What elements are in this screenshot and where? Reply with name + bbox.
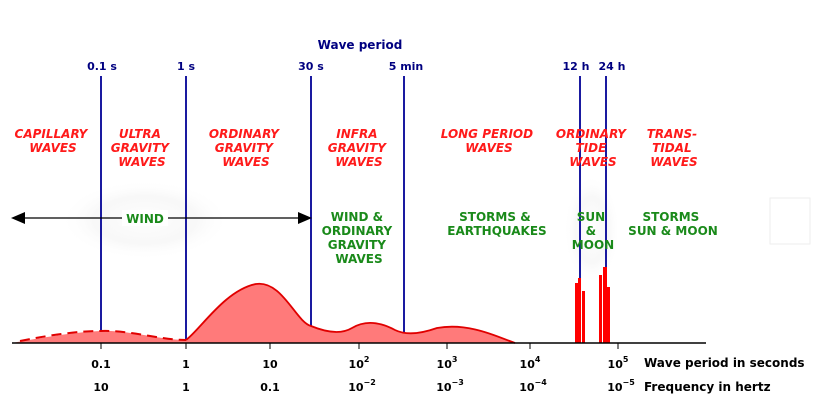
wind-label-background [122,210,168,226]
frequency-tick-4: 10−3 [436,378,464,394]
right-edge-box [769,197,811,245]
band-capillary: CAPILLARY WAVES [15,127,92,155]
cause-storms-earthquakes: STORMS & EARTHQUAKES [447,210,546,238]
period-label-12h: 12 h [563,60,590,73]
generating-force-labels: WIND WIND & ORDINARY GRAVITY WAVES STORM… [126,210,718,266]
diagram-title: Wave period [318,38,403,52]
period-marker-labels: 0.1 s 1 s 30 s 5 min 12 h 24 h [87,60,625,73]
frequency-tick-1: 1 [182,381,190,394]
frequency-axis-label: Frequency in hertz [644,380,771,394]
tide-peak-bar [607,287,610,343]
band-ordinary-gravity: ORDINARY GRAVITY WAVES [209,127,283,169]
frequency-tick-5: 10−4 [519,378,547,394]
tide-peak-bar [599,275,602,343]
cause-storms-sun-moon: STORMS SUN & MOON [628,210,718,238]
band-infra-gravity: INFRA GRAVITY WAVES [328,127,390,169]
period-tick-labels: 0.1 1 10 102 103 104 105 [91,355,629,371]
frequency-tick-3: 10−2 [348,378,376,394]
wind-arrow-head-right [298,212,312,224]
period-tick-1: 1 [182,358,190,371]
band-ultra-gravity: ULTRA GRAVITY WAVES [111,127,173,169]
period-tick-5: 104 [520,355,541,371]
period-tick-4: 103 [437,355,458,371]
period-label-5min: 5 min [389,60,424,73]
wind-range-arrow [11,210,312,226]
period-label-24h: 24 h [599,60,626,73]
band-long-period: LONG PERIOD WAVES [441,127,538,155]
band-trans-tidal: TRANS- TIDAL WAVES [647,127,702,169]
period-label-0-1s: 0.1 s [87,60,117,73]
period-tick-6: 105 [608,355,629,371]
frequency-tick-6: 10−5 [607,378,635,394]
frequency-tick-0: 10 [93,381,109,394]
energy-spectrum-dashed-edge [19,329,187,342]
cause-sun-moon: SUN & MOON [572,210,614,252]
frequency-tick-2: 0.1 [260,381,280,394]
period-tick-2: 10 [262,358,278,371]
period-tick-0: 0.1 [91,358,111,371]
period-label-30s: 30 s [298,60,324,73]
tide-peak-bar [575,283,578,343]
cause-wind-ordinary-gravity: WIND & ORDINARY GRAVITY WAVES [322,210,397,266]
tide-peak-bar [582,291,585,343]
axis-tick-marks [100,343,619,349]
period-tick-3: 102 [349,355,370,371]
cause-wind: WIND [126,212,164,226]
period-marker-lines [100,76,607,343]
energy-spectrum [12,267,610,344]
period-label-1s: 1 s [177,60,195,73]
wind-arrow-head-left [11,212,25,224]
energy-spectrum-solid-edge [185,283,516,344]
tide-peak-bar [578,278,581,343]
wave-band-labels: CAPILLARY WAVES ULTRA GRAVITY WAVES ORDI… [15,127,702,169]
energy-spectrum-area [12,283,515,343]
frequency-tick-labels: 10 1 0.1 10−2 10−3 10−4 10−5 [93,378,635,394]
band-ordinary-tide: ORDINARY TIDE WAVES [556,127,630,169]
period-axis-label: Wave period in seconds [644,356,805,370]
tide-peak-bar [603,267,607,343]
